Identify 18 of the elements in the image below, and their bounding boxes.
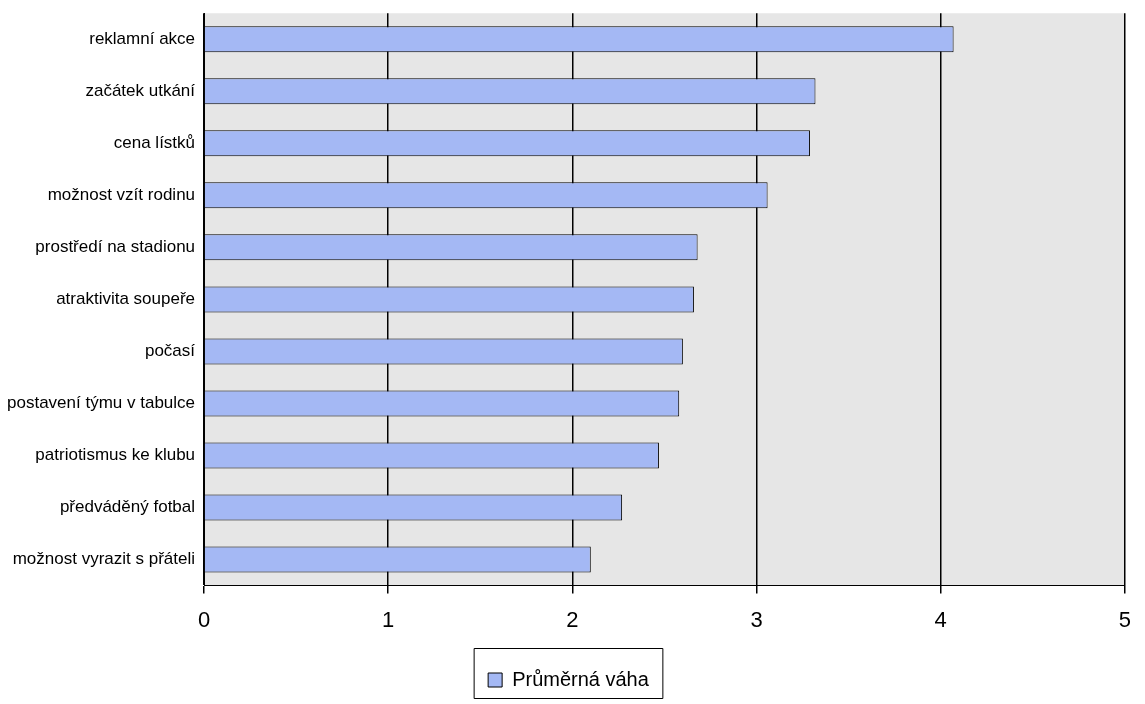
y-tick-label: reklamní akce <box>89 28 196 48</box>
x-tick-label: 0 <box>197 606 211 632</box>
y-tick-label: předváděný fotbal <box>59 497 196 517</box>
y-tick-label: atraktivita soupeře <box>56 289 196 309</box>
x-tick-label: 2 <box>566 606 579 632</box>
y-tick-label: prostředí na stadionu <box>35 237 196 257</box>
x-tick-label: 1 <box>382 606 395 632</box>
y-tick-label: cena lístků <box>113 132 196 152</box>
x-tick-label: 3 <box>750 606 763 632</box>
x-tick-label: 5 <box>1118 606 1132 632</box>
legend-label: Průměrná váha <box>512 667 650 690</box>
y-tick-label: začátek utkání <box>85 80 196 100</box>
x-tick-label: 4 <box>934 606 947 632</box>
y-tick-label: možnost vyrazit s přáteli <box>12 549 196 569</box>
y-tick-label: možnost vzít rodinu <box>47 185 196 205</box>
y-tick-label: patriotismus ke klubu <box>35 445 196 465</box>
y-tick-label: postavení týmu v tabulce <box>7 393 196 413</box>
y-tick-label: počasí <box>144 341 196 361</box>
